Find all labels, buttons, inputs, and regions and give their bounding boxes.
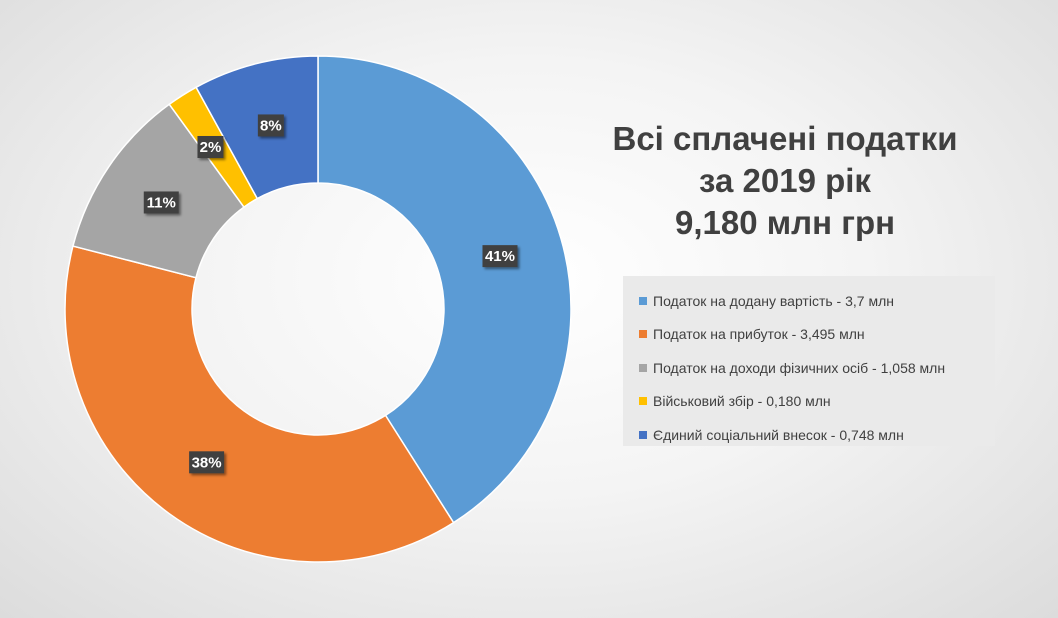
slice-social-contribution bbox=[195, 55, 319, 200]
data-label-box bbox=[189, 451, 225, 474]
data-label-income-tax: 11% bbox=[143, 191, 179, 214]
legend: Податок на додану вартість - 3,7 млн Под… bbox=[623, 276, 995, 446]
legend-item-military-levy: Військовий збір - 0,180 млн bbox=[639, 385, 995, 419]
data-label-text: 11% bbox=[147, 194, 176, 211]
legend-item-social-contribution: Єдиний соціальний внесок - 0,748 млн bbox=[639, 418, 995, 452]
legend-label: Податок на додану вартість - 3,7 млн bbox=[653, 292, 894, 309]
data-label-box bbox=[257, 114, 284, 137]
legend-swatch bbox=[639, 330, 647, 339]
data-label-social-contribution: 8% bbox=[257, 114, 284, 137]
legend-swatch bbox=[639, 296, 647, 305]
donut-chart: 41% 38% 11% 2% 8% bbox=[64, 55, 572, 563]
legend-swatch bbox=[639, 397, 647, 406]
data-label-text: 2% bbox=[200, 139, 222, 156]
title-line-2: за 2019 рік bbox=[699, 162, 871, 199]
legend-item-income-tax: Податок на доходи фізичних осіб - 1,058 … bbox=[639, 351, 995, 385]
data-label-vat: 41% bbox=[482, 245, 518, 268]
slice-profit-tax bbox=[64, 245, 455, 563]
data-label-text: 41% bbox=[485, 248, 515, 265]
legend-item-profit-tax: Податок на прибуток - 3,495 млн bbox=[639, 318, 995, 352]
data-label-box bbox=[482, 245, 518, 268]
legend-label: Податок на доходи фізичних осіб - 1,058 … bbox=[653, 359, 946, 376]
legend-swatch bbox=[639, 363, 647, 372]
data-label-text: 8% bbox=[260, 117, 282, 134]
legend-swatch bbox=[639, 430, 647, 439]
chart-title: Всі сплачені податки за 2019 рік 9,180 м… bbox=[560, 118, 1010, 244]
title-line-3: 9,180 млн грн bbox=[674, 204, 896, 241]
data-label-military-levy: 2% bbox=[197, 135, 224, 158]
data-label-box bbox=[143, 191, 179, 214]
title-line-1: Всі сплачені податки bbox=[612, 120, 958, 157]
data-label-profit-tax: 38% bbox=[189, 451, 225, 474]
legend-item-vat: Податок на додану вартість - 3,7 млн bbox=[639, 284, 995, 318]
slice-vat bbox=[317, 55, 572, 524]
data-label-box bbox=[197, 135, 224, 158]
legend-label: Єдиний соціальний внесок - 0,748 млн bbox=[653, 426, 904, 443]
legend-label: Військовий збір - 0,180 млн bbox=[653, 393, 831, 410]
legend-label: Податок на прибуток - 3,495 млн bbox=[653, 326, 865, 343]
data-label-text: 38% bbox=[192, 454, 222, 471]
